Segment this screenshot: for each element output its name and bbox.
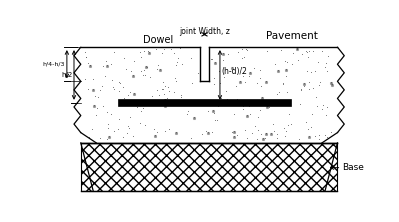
Bar <box>200 47 209 81</box>
Text: (h-d)/2: (h-d)/2 <box>221 67 247 76</box>
Text: Dowel: Dowel <box>143 35 173 45</box>
Text: Base: Base <box>342 163 364 172</box>
Bar <box>81 143 338 191</box>
Text: Pavement: Pavement <box>266 31 318 41</box>
Text: h/2: h/2 <box>61 72 73 78</box>
Bar <box>81 47 338 143</box>
Bar <box>81 143 338 191</box>
Text: h/4-h/3: h/4-h/3 <box>43 62 65 67</box>
Bar <box>118 99 291 107</box>
Text: joint Width, z: joint Width, z <box>179 27 230 36</box>
